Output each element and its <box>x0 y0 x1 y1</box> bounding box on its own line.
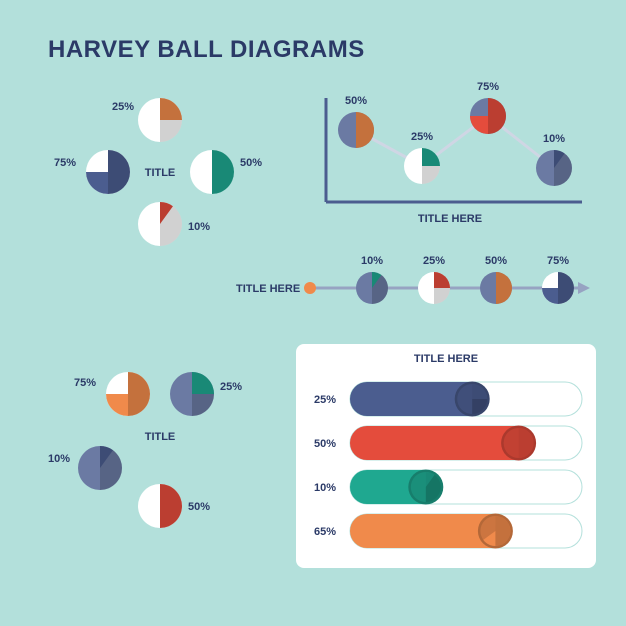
svg-text:TITLE: TITLE <box>145 167 176 179</box>
svg-text:TITLE HERE: TITLE HERE <box>236 283 300 295</box>
svg-text:75%: 75% <box>477 81 499 93</box>
svg-text:75%: 75% <box>54 157 76 169</box>
svg-text:50%: 50% <box>314 438 336 450</box>
svg-text:10%: 10% <box>543 133 565 145</box>
svg-text:10%: 10% <box>314 482 336 494</box>
svg-text:50%: 50% <box>485 255 507 267</box>
svg-text:50%: 50% <box>345 95 367 107</box>
svg-text:10%: 10% <box>48 453 70 465</box>
svg-text:50%: 50% <box>240 157 262 169</box>
svg-text:10%: 10% <box>188 221 210 233</box>
svg-text:75%: 75% <box>74 377 96 389</box>
svg-text:TITLE HERE: TITLE HERE <box>418 213 482 225</box>
svg-text:25%: 25% <box>112 101 134 113</box>
svg-text:10%: 10% <box>361 255 383 267</box>
svg-text:50%: 50% <box>188 501 210 513</box>
svg-text:TITLE: TITLE <box>145 431 176 443</box>
svg-text:75%: 75% <box>547 255 569 267</box>
svg-text:25%: 25% <box>423 255 445 267</box>
diagram-stage: 25% 75% 50% 10% TITLE 50% 25% 75% 10% TITLE HERE T… <box>0 0 626 626</box>
svg-text:25%: 25% <box>314 394 336 406</box>
svg-text:65%: 65% <box>314 526 336 538</box>
svg-text:25%: 25% <box>220 381 242 393</box>
svg-text:TITLE HERE: TITLE HERE <box>414 353 478 365</box>
svg-text:25%: 25% <box>411 131 433 143</box>
